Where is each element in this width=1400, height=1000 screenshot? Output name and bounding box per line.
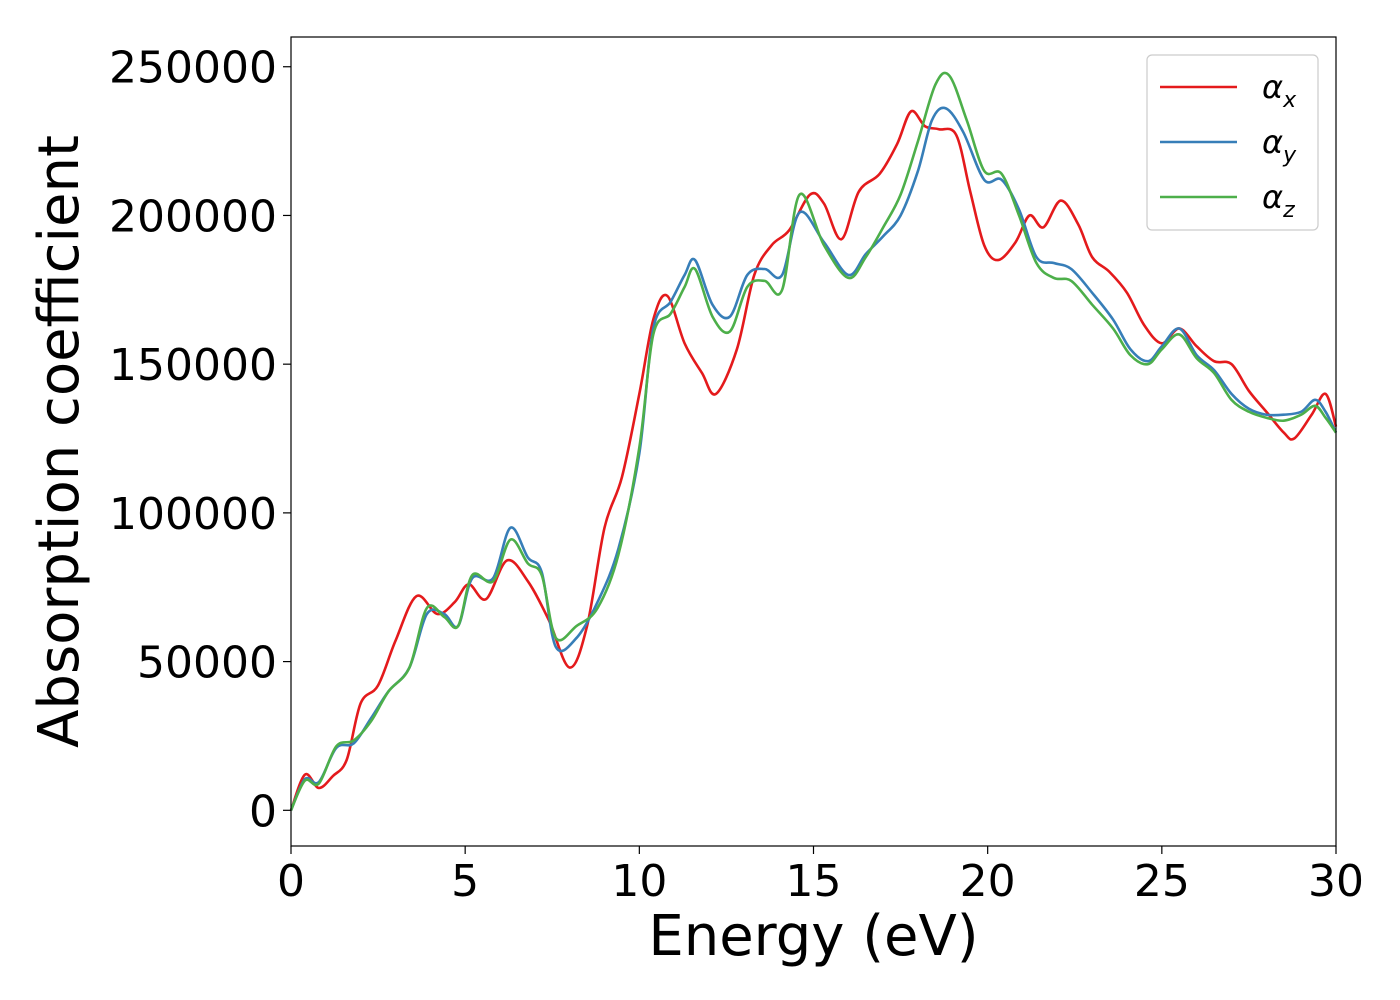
series-layer xyxy=(289,71,1338,811)
x-tick-label: 10 xyxy=(611,856,667,907)
x-axis-title: Energy (eV) xyxy=(648,904,978,969)
y-axis-title: Absorption coefficient xyxy=(27,135,92,748)
y-tick-label: 0 xyxy=(249,786,277,837)
x-tick-label: 5 xyxy=(451,856,479,907)
y-tick-label: 150000 xyxy=(109,340,277,391)
x-tick-label: 25 xyxy=(1134,856,1190,907)
x-tick-label: 15 xyxy=(786,856,842,907)
x-tick-label: 20 xyxy=(960,856,1016,907)
y-tick-label: 250000 xyxy=(109,43,277,94)
y-tick-label: 50000 xyxy=(137,638,277,689)
y-tick-label: 200000 xyxy=(109,191,277,242)
x-tick-label: 30 xyxy=(1308,856,1364,907)
x-tick-label: 0 xyxy=(277,856,305,907)
axis-layer: 0 5 10 15 20 25 30 0 50000 100000 150000 200000 2500… xyxy=(109,43,1364,907)
y-tick-label: 100000 xyxy=(109,489,277,540)
series-line-3 xyxy=(289,71,1338,811)
